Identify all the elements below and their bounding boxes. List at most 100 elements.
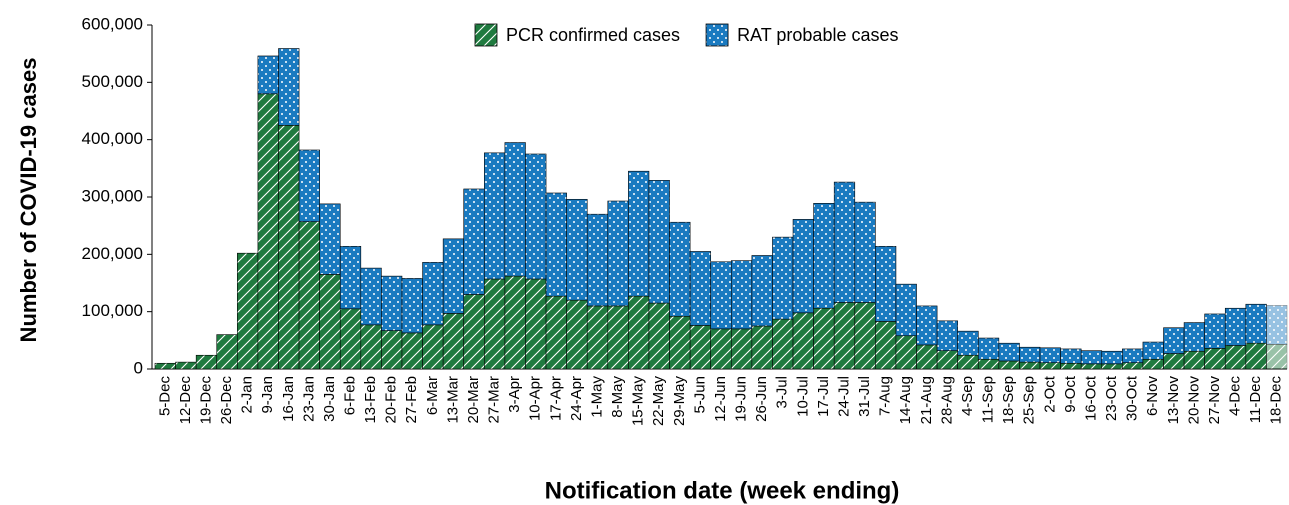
x-tick-label: 6-Feb [341, 376, 358, 415]
bar-segment [278, 48, 300, 126]
bar-segment [504, 142, 526, 277]
bar-segment [1266, 344, 1288, 370]
x-tick-label: 30-Oct [1124, 375, 1141, 421]
x-tick-label: 9-Oct [1062, 375, 1079, 413]
bar-segment [175, 361, 197, 370]
x-tick-label: 11-Dec [1247, 376, 1264, 424]
x-tick-label: 11-Sep [980, 376, 997, 423]
bar-segment [545, 192, 567, 297]
x-tick-label: 6-Nov [1144, 376, 1161, 417]
y-tick-label: 0 [134, 358, 143, 377]
bar-segment [607, 200, 629, 307]
bar-segment [381, 275, 403, 331]
bar-segment [628, 170, 650, 297]
x-tick-label: 20-Feb [383, 376, 400, 424]
bar-segment [772, 236, 794, 320]
bar-segment [895, 335, 917, 370]
bar-segment [442, 313, 465, 370]
bar-segment [257, 55, 279, 95]
legend-label: RAT probable cases [737, 25, 898, 45]
x-tick-label: 27-Nov [1206, 376, 1223, 425]
bar-segment [792, 312, 814, 370]
x-tick-label: 5-Dec [156, 376, 173, 417]
bar-segment [1060, 362, 1082, 370]
bar-segment [1039, 362, 1061, 370]
bar-segment [237, 252, 259, 370]
x-tick-label: 8-May [609, 376, 626, 418]
x-tick-label: 17-Apr [547, 376, 564, 421]
x-tick-label: 26-Dec [218, 376, 235, 425]
x-tick-label: 30-Jan [321, 376, 338, 422]
bar-segment [442, 238, 465, 314]
bar-segment [484, 278, 506, 370]
x-tick-label: 4-Dec [1227, 376, 1244, 417]
bar-segment [1204, 348, 1226, 370]
bar-segment [1163, 353, 1185, 370]
bar-segment [669, 315, 691, 370]
bar-segment [1163, 327, 1185, 354]
bar-segment [1019, 346, 1041, 363]
y-tick-label: 600,000 [82, 14, 143, 33]
bar-segment [1060, 348, 1082, 364]
bar-segment [545, 295, 567, 370]
bar-segment [648, 302, 670, 370]
x-tick-label: 15-May [630, 376, 647, 427]
bar-segment [1183, 350, 1205, 370]
bar-segment [1183, 322, 1205, 352]
bar-segment [1224, 345, 1247, 370]
x-tick-label: 27-Feb [403, 376, 420, 424]
bar-segment [916, 344, 938, 370]
x-tick-label: 9-Jan [259, 376, 276, 414]
bar-segment [586, 305, 609, 370]
bar-segment [1224, 307, 1247, 346]
bar-segment [1142, 358, 1164, 370]
bar-segment [751, 255, 773, 327]
y-tick-label: 200,000 [82, 244, 143, 263]
bar-segment [422, 262, 444, 326]
bar-segment [401, 278, 423, 334]
x-tick-label: 2-Oct [1041, 375, 1058, 413]
y-tick-label: 400,000 [82, 129, 143, 148]
x-tick-label: 24-Apr [568, 376, 585, 421]
y-axis-title: Number of COVID-19 cases [16, 58, 41, 343]
x-tick-label: 13-Nov [1165, 376, 1182, 425]
bar-segment [792, 219, 814, 314]
bar-segment [607, 305, 629, 370]
x-tick-label: 1-May [588, 376, 605, 418]
bar-segment [1122, 362, 1144, 370]
bar-segment [689, 325, 712, 370]
bar-segment [977, 358, 1000, 370]
bar-segment [339, 246, 362, 310]
x-tick-label: 18-Sep [1000, 376, 1017, 424]
x-tick-label: 14-Aug [897, 376, 914, 424]
x-tick-label: 24-Jul [835, 376, 852, 417]
bar-segment [504, 275, 526, 370]
bar-segment [381, 330, 403, 370]
bar-segment [875, 321, 897, 370]
x-tick-label: 28-Aug [938, 376, 955, 424]
bar-segment [566, 198, 588, 301]
x-tick-label: 6-Mar [424, 376, 441, 415]
bar-segment [360, 267, 382, 326]
legend-swatch [705, 23, 729, 47]
x-tick-label: 16-Oct [1082, 375, 1099, 421]
bar-segment [669, 221, 691, 317]
x-tick-label: 10-Apr [527, 376, 544, 421]
bar-segment [298, 149, 320, 222]
bar-segment [957, 354, 979, 370]
bar-segment [957, 330, 979, 356]
bar-segment [854, 302, 876, 370]
bar-segment [936, 350, 958, 370]
bar-segment [998, 342, 1020, 362]
x-tick-label: 27-Mar [486, 376, 503, 424]
bar-segment [195, 354, 218, 370]
x-tick-label: 12-Jun [712, 376, 729, 422]
x-tick-label: 16-Jan [280, 376, 297, 422]
bar-segment [463, 188, 485, 295]
x-tick-label: 23-Oct [1103, 375, 1120, 421]
bar-segment [875, 246, 897, 322]
bar-segment [1101, 363, 1123, 370]
bar-segment [730, 328, 753, 370]
bar-segment [278, 125, 300, 370]
